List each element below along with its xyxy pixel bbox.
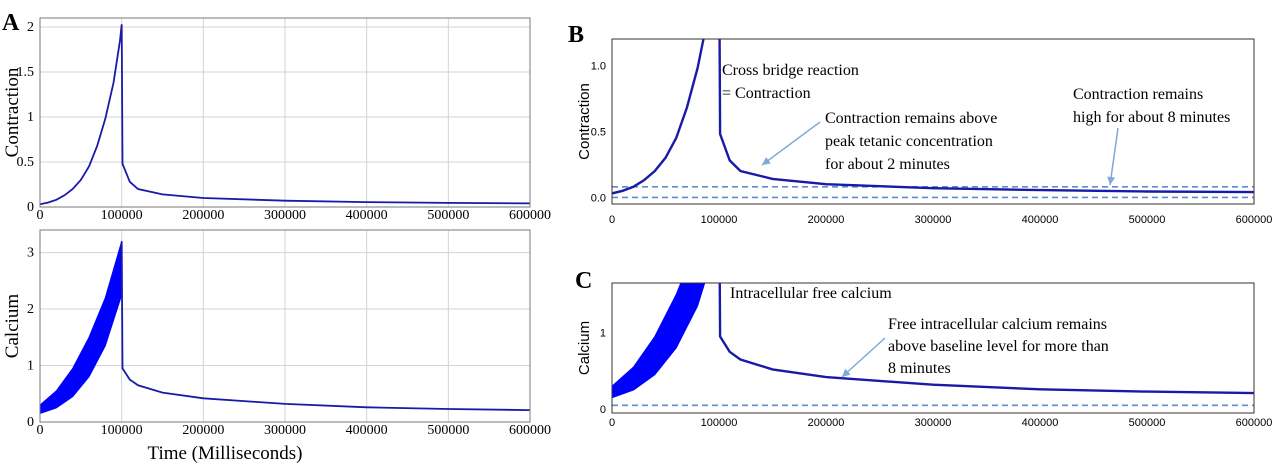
x-tick-label: 300000 <box>915 417 952 429</box>
plot-frame <box>611 38 1255 205</box>
annotation-contraction-mid-1: Contraction remains above <box>825 110 997 127</box>
annotation-cross-bridge-1: Cross bridge reaction <box>722 62 859 79</box>
series-line <box>612 39 1254 195</box>
y-tick-label: 0 <box>27 200 34 215</box>
y-tick-label: 1.0 <box>591 60 606 72</box>
chart-c: Intracellular free calcium Free intracel… <box>576 282 1273 429</box>
annotation-arrow-head <box>1107 176 1116 185</box>
y-tick-label: 0 <box>600 404 606 416</box>
plot-area <box>40 241 530 415</box>
y-tick-label: 1 <box>27 110 34 125</box>
x-tick-label: 400000 <box>346 423 388 438</box>
panel-label-c: C <box>575 268 593 294</box>
x-tick-label: 100000 <box>701 214 738 226</box>
annotation-arrow-head <box>762 157 771 165</box>
series-line <box>40 24 530 206</box>
y-tick-label: 1 <box>27 359 34 374</box>
plot-area <box>612 283 1254 407</box>
y-tick-label: 2 <box>27 20 34 35</box>
y-axis-label: Calcium <box>2 294 23 359</box>
x-tick-label: 600000 <box>509 208 551 223</box>
plot-area <box>612 39 1254 199</box>
x-tick-label: 200000 <box>182 208 224 223</box>
x-tick-label: 300000 <box>264 208 306 223</box>
x-tick-label: 0 <box>37 423 44 438</box>
x-tick-label: 600000 <box>509 423 551 438</box>
annotation-arrow-head <box>842 368 851 377</box>
x-tick-label: 100000 <box>101 423 143 438</box>
annotation-arrow-line <box>1109 127 1119 186</box>
x-tick-label: 600000 <box>1236 417 1273 429</box>
x-tick-label: 300000 <box>915 214 952 226</box>
y-tick-label: 0.5 <box>17 155 35 170</box>
plot-frame <box>39 229 531 423</box>
x-tick-label: 600000 <box>1236 214 1273 226</box>
x-tick-label: 200000 <box>182 423 224 438</box>
x-tick-label: 400000 <box>1022 417 1059 429</box>
x-tick-label: 0 <box>609 417 615 429</box>
x-tick-label: 400000 <box>1022 214 1059 226</box>
annotation-arrow-line <box>841 337 886 378</box>
y-axis-label: Contraction <box>2 67 23 157</box>
series-line <box>120 241 530 411</box>
annotation-calcium-right-3: 8 minutes <box>888 360 951 377</box>
y-tick-label: 1.5 <box>17 65 35 80</box>
calcium-oscillation-band <box>612 283 706 399</box>
plot-area <box>40 24 530 206</box>
y-tick-label: 0 <box>27 415 34 430</box>
panel-label-b: B <box>568 22 585 48</box>
annotation-intracellular-calcium: Intracellular free calcium <box>730 285 892 302</box>
y-tick-label: 1 <box>600 328 606 340</box>
annotation-contraction-right-1: Contraction remains <box>1073 86 1203 103</box>
x-tick-label: 300000 <box>264 423 306 438</box>
x-tick-label: 0 <box>609 214 615 226</box>
chart-b: Cross bridge reaction = Contraction Cont… <box>576 38 1273 226</box>
x-tick-label: 100000 <box>701 417 738 429</box>
y-tick-label: 2 <box>27 302 34 317</box>
x-tick-label: 500000 <box>1129 417 1166 429</box>
x-tick-label: 500000 <box>427 423 469 438</box>
annotation-cross-bridge-2: = Contraction <box>722 85 811 102</box>
annotation-calcium-right-2: above baseline level for more than <box>888 338 1109 355</box>
chart-a-top: 0 100000 200000 300000 400000 500000 600000 0 0.… <box>2 17 551 223</box>
panel-label-a: A <box>2 10 20 36</box>
annotation-contraction-right-2: high for about 8 minutes <box>1073 109 1230 126</box>
x-tick-label: 400000 <box>346 208 388 223</box>
x-tick-label: 200000 <box>808 417 845 429</box>
annotation-contraction-mid-3: for about 2 minutes <box>825 156 950 173</box>
x-axis-label: Time (Milliseconds) <box>148 443 303 464</box>
x-tick-label: 500000 <box>1129 214 1166 226</box>
x-tick-label: 0 <box>37 208 44 223</box>
plot-frame <box>611 282 1255 414</box>
x-tick-label: 100000 <box>101 208 143 223</box>
chart-a-bottom: 0 100000 200000 300000 400000 500000 600000 0 1 2… <box>2 229 551 464</box>
annotation-arrow-line <box>761 121 821 166</box>
series-line <box>718 283 1254 395</box>
y-tick-label: 3 <box>27 246 34 261</box>
y-tick-label: 0.0 <box>591 192 606 204</box>
plot-frame <box>39 17 531 208</box>
y-tick-label: 0.5 <box>591 126 606 138</box>
annotation-contraction-mid-2: peak tetanic concentration <box>825 133 993 150</box>
x-tick-label: 500000 <box>427 208 469 223</box>
annotation-calcium-right-1: Free intracellular calcium remains <box>888 316 1107 333</box>
y-axis-label: Contraction <box>576 83 593 160</box>
calcium-oscillation-band <box>40 241 123 415</box>
y-axis-label: Calcium <box>576 321 593 375</box>
x-tick-label: 200000 <box>808 214 845 226</box>
